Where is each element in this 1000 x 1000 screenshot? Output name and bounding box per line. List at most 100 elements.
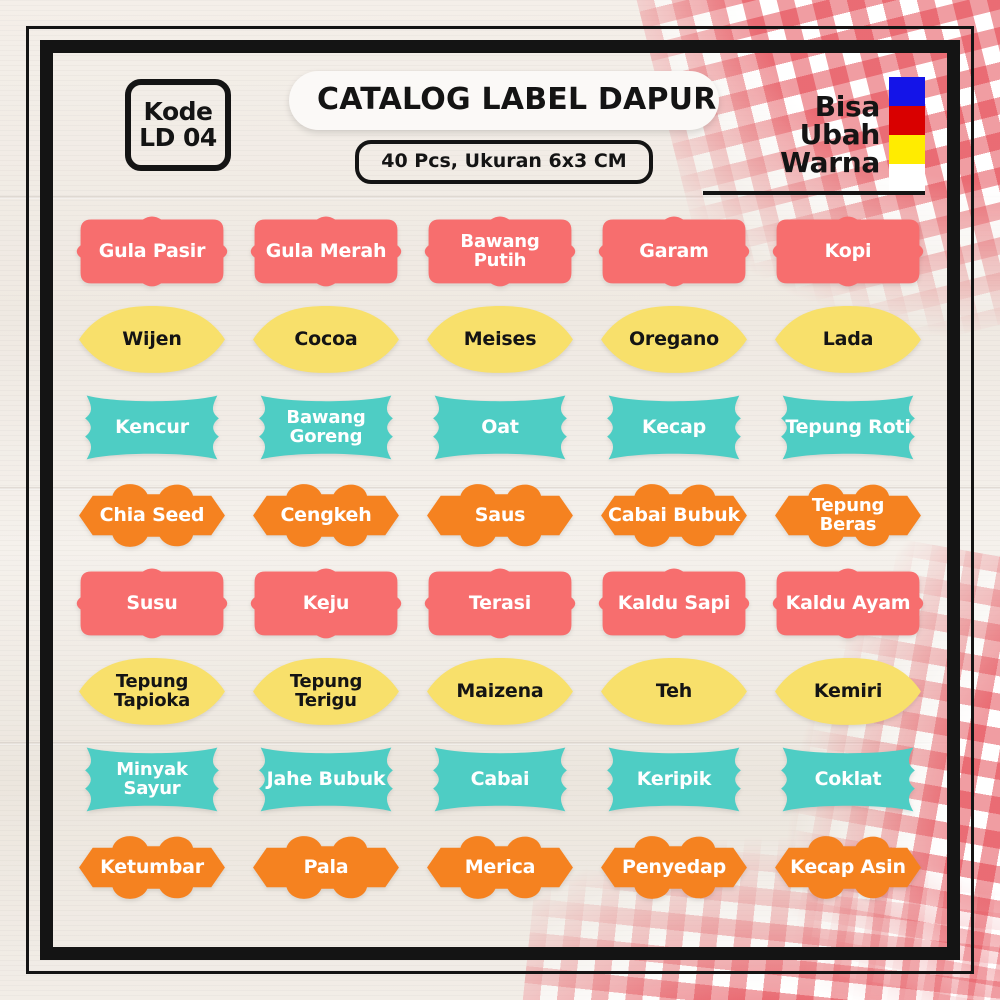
label-sticker[interactable]: Maizena [424, 655, 576, 727]
lens-shape [601, 658, 747, 725]
poster-header: Kode LD 04 CATALOG LABEL DAPUR 40 Pcs, U… [67, 63, 933, 203]
label-sticker[interactable]: Kopi [772, 215, 924, 287]
notched-rect-shape [76, 216, 228, 287]
label-sticker[interactable]: Kecap Asin [772, 831, 924, 903]
label-sticker[interactable]: Minyak Sayur [76, 743, 228, 815]
label-sticker[interactable]: Kencur [76, 391, 228, 463]
cloud-octagon-shape [601, 836, 747, 899]
cloud-octagon-shape [427, 484, 573, 547]
cloud-octagon-shape [253, 836, 399, 899]
label-text: Kecap [642, 415, 706, 438]
wavy-banner-shape [259, 747, 393, 812]
cloud-octagon-shape [601, 484, 747, 547]
color-note-line-2: Ubah [799, 118, 881, 151]
label-text: Tepung Roti [785, 415, 911, 438]
red-swatch [889, 106, 925, 135]
wavy-banner-shape [781, 747, 915, 812]
label-text: Gula Pasir [98, 239, 206, 262]
label-sticker[interactable]: Chia Seed [76, 479, 228, 551]
label-sticker[interactable]: Kemiri [772, 655, 924, 727]
label-cell: Cocoa [241, 295, 411, 383]
page-title: CATALOG LABEL DAPUR [317, 82, 717, 117]
label-sticker[interactable]: Lada [772, 303, 924, 375]
label-sticker[interactable]: Keripik [598, 743, 750, 815]
lens-shape [775, 658, 921, 725]
label-sticker[interactable]: Jahe Bubuk [250, 743, 402, 815]
label-cell: Ketumbar [67, 823, 237, 911]
label-text: Teh [655, 679, 693, 702]
label-sticker[interactable]: Cabai Bubuk [598, 479, 750, 551]
lens-shape [79, 658, 225, 725]
label-text: Wijen [122, 327, 182, 350]
label-text: Coklat [814, 767, 882, 790]
lens-shape [601, 306, 747, 373]
label-sticker[interactable]: Terasi [424, 567, 576, 639]
label-sticker[interactable]: Gula Merah [250, 215, 402, 287]
label-sticker[interactable]: Penyedap [598, 831, 750, 903]
lens-shape [427, 658, 573, 725]
label-text: Maizena [456, 679, 544, 702]
label-sticker[interactable]: Saus [424, 479, 576, 551]
cloud-octagon-shape [427, 836, 573, 899]
label-cell: Coklat [763, 735, 933, 823]
label-sticker[interactable]: Tepung Beras [772, 479, 924, 551]
label-sticker[interactable]: Susu [76, 567, 228, 639]
label-sticker[interactable]: Tepung Roti [772, 391, 924, 463]
label-sticker[interactable]: Garam [598, 215, 750, 287]
label-cell: Tepung Tapioka [67, 647, 237, 735]
label-text: Tepung Beras [811, 494, 885, 535]
color-note-underline [703, 191, 925, 195]
label-text: Terasi [468, 591, 532, 614]
notched-rect-shape [250, 568, 402, 639]
label-sticker[interactable]: Teh [598, 655, 750, 727]
label-sticker[interactable]: Tepung Terigu [250, 655, 402, 727]
label-text: Keju [302, 591, 350, 614]
label-sticker[interactable]: Merica [424, 831, 576, 903]
label-text: Kemiri [813, 679, 883, 702]
label-text: Garam [639, 239, 709, 262]
label-cell: Oregano [589, 295, 759, 383]
white-swatch [889, 164, 925, 193]
label-text: Kaldu Sapi [617, 591, 731, 614]
label-sticker[interactable]: Tepung Tapioka [76, 655, 228, 727]
label-cell: Chia Seed [67, 471, 237, 559]
label-text: Tepung Terigu [289, 670, 363, 711]
label-cell: Tepung Roti [763, 383, 933, 471]
label-cell: Cengkeh [241, 471, 411, 559]
label-sticker[interactable]: Bawang Putih [424, 215, 576, 287]
label-sticker[interactable]: Cabai [424, 743, 576, 815]
label-text: Keripik [636, 767, 712, 790]
label-text: Bawang Goreng [286, 406, 366, 447]
kode-label: Kode [143, 96, 213, 126]
cloud-octagon-shape [79, 836, 225, 899]
label-sticker[interactable]: Ketumbar [76, 831, 228, 903]
label-sticker[interactable]: Cengkeh [250, 479, 402, 551]
label-cell: Garam [589, 207, 759, 295]
label-cell: Kencur [67, 383, 237, 471]
label-sticker[interactable]: Coklat [772, 743, 924, 815]
label-sticker[interactable]: Kecap [598, 391, 750, 463]
label-sticker[interactable]: Kaldu Ayam [772, 567, 924, 639]
label-cell: Tepung Beras [763, 471, 933, 559]
color-change-note: Bisa Ubah Warna [780, 77, 925, 193]
label-sticker[interactable]: Bawang Goreng [250, 391, 402, 463]
label-text: Cocoa [294, 327, 358, 350]
frame-inner-border [40, 40, 960, 960]
label-sticker[interactable]: Oat [424, 391, 576, 463]
label-sticker[interactable]: Oregano [598, 303, 750, 375]
label-sticker[interactable]: Cocoa [250, 303, 402, 375]
title-group: CATALOG LABEL DAPUR 40 Pcs, Ukuran 6x3 C… [289, 71, 719, 184]
label-text: Cabai [470, 767, 530, 790]
label-cell: Cabai [415, 735, 585, 823]
label-grid: Gula Pasir Gula Merah Bawang Putih Garam Kopi… [67, 207, 933, 911]
label-sticker[interactable]: Meises [424, 303, 576, 375]
label-sticker[interactable]: Kaldu Sapi [598, 567, 750, 639]
label-text: Kecap Asin [790, 855, 906, 878]
label-cell: Pala [241, 823, 411, 911]
label-sticker[interactable]: Gula Pasir [76, 215, 228, 287]
notched-rect-shape [772, 568, 924, 639]
label-sticker[interactable]: Pala [250, 831, 402, 903]
wavy-banner-shape [85, 395, 219, 460]
label-sticker[interactable]: Keju [250, 567, 402, 639]
label-sticker[interactable]: Wijen [76, 303, 228, 375]
